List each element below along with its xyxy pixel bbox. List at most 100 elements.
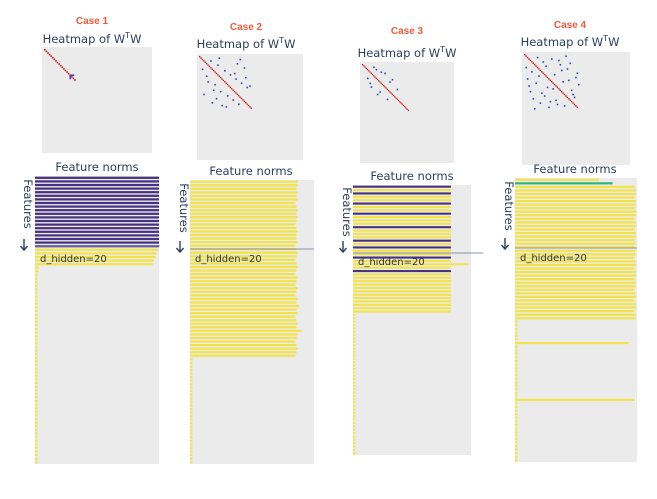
heatmap-diag-cell (212, 69, 215, 72)
feature-norm-bar (35, 313, 38, 316)
heatmap-offdiag-cell (205, 75, 208, 78)
feature-norm-bar (190, 422, 193, 425)
feature-norm-bar (353, 411, 356, 414)
feature-norm-bar (515, 398, 635, 401)
feature-norm-bar (35, 381, 38, 385)
heatmap-offdiag-cell (239, 58, 242, 61)
heatmap-diag-cell (525, 55, 527, 57)
feature-norm-bar (515, 192, 636, 196)
heatmap-offdiag-cell (69, 77, 72, 80)
feature-norms-title: Feature norms (533, 162, 616, 176)
heatmap-panel (522, 52, 630, 165)
feature-norm-bar (190, 461, 193, 464)
feature-norm-bar (353, 330, 356, 333)
heatmap-diag-cell (249, 106, 251, 108)
feature-norm-bar (35, 342, 38, 345)
heatmap-diag-cell (384, 86, 386, 88)
heatmap-diag-cell (74, 79, 76, 81)
heatmap-diag-cell (380, 82, 382, 84)
feature-norm-bar (35, 439, 38, 442)
feature-norm-bar (353, 253, 451, 256)
heatmap-offdiag-cell (232, 99, 235, 101)
feature-norm-bar (35, 281, 38, 284)
feature-norm-bar (353, 189, 451, 192)
heatmap-diag-cell (204, 61, 206, 63)
feature-norm-bar (515, 210, 636, 213)
features-axis-label: Features (21, 179, 35, 228)
heatmap-offdiag-cell (539, 102, 542, 104)
feature-norm-bar (515, 345, 518, 348)
heatmap-offdiag-cell (379, 91, 381, 93)
heatmap-offdiag-cell (69, 76, 72, 78)
heatmap-offdiag-cell (375, 68, 378, 71)
heatmap-offdiag-cell (366, 77, 369, 80)
feature-norm-bar (353, 276, 451, 279)
feature-norm-bar (353, 381, 356, 384)
feature-norm-bar (353, 378, 356, 381)
feature-norm-bar (515, 235, 636, 238)
heatmap-offdiag-cell (246, 86, 249, 89)
heatmap-offdiag-cell (384, 72, 386, 75)
heatmap-diag-cell (370, 72, 372, 74)
heatmap-diag-cell (570, 100, 573, 103)
heatmap-diag-cell (526, 56, 529, 59)
heatmap-offdiag-cell (214, 83, 216, 86)
heatmap-diag-cell (366, 68, 369, 71)
feature-norm-bar (515, 416, 518, 419)
feature-norm-bar (35, 360, 38, 363)
feature-norm-bar (515, 228, 635, 231)
heatmap-diag-cell (231, 88, 233, 90)
feature-norm-bar (35, 284, 38, 287)
heatmap-diag-cell (362, 64, 364, 66)
feature-norm-bar (35, 461, 38, 464)
heatmap-offdiag-cell (380, 71, 383, 74)
case-4-label: Case 4 (554, 20, 587, 31)
feature-norm-bar (515, 199, 636, 203)
heatmap-diag-cell (50, 55, 52, 57)
features-axis-label: Features (502, 181, 516, 230)
heatmap-diag-cell (572, 102, 574, 104)
feature-norm-bar (190, 297, 298, 301)
feature-norm-bar (353, 405, 356, 408)
heatmap-diag-cell (71, 76, 73, 78)
feature-norm-bar (190, 358, 193, 361)
feature-norm-bar (353, 263, 469, 266)
heatmap-title-tail: W (284, 37, 295, 51)
feature-norm-bar (35, 407, 38, 410)
feature-norm-bar (190, 237, 297, 240)
feature-norm-bar (35, 263, 153, 266)
feature-norm-bar (35, 230, 159, 233)
feature-norm-bar (35, 443, 38, 446)
heatmap-title-sup: T (439, 45, 445, 54)
feature-norm-bar (35, 410, 38, 413)
heatmap-diag-cell (201, 58, 204, 61)
feature-norm-bar (515, 384, 518, 387)
feature-norm-bar (353, 303, 451, 306)
feature-norm-bar (515, 363, 518, 366)
heatmap-diag-cell (203, 60, 205, 62)
heatmap-diag-cell (395, 97, 397, 99)
feature-norm-bar (515, 178, 600, 181)
feature-norm-bar (515, 341, 629, 345)
feature-norm-bar (35, 252, 157, 255)
feature-norm-bar (35, 414, 38, 417)
feature-norm-bar (35, 183, 159, 187)
d-hidden-label: d_hidden=20 (195, 254, 262, 265)
feature-norm-bar (190, 258, 296, 261)
feature-norm-bar (190, 414, 193, 418)
feature-norm-bar (190, 212, 297, 215)
heatmap-diag-cell (63, 68, 65, 70)
feature-norm-bar (190, 223, 296, 226)
feature-norm-bar (190, 308, 297, 311)
feature-norm-bar (353, 428, 356, 431)
feature-norm-bar (353, 226, 451, 229)
feature-norm-bar (353, 438, 356, 441)
feature-norm-bar (515, 260, 636, 263)
feature-norm-bar (353, 205, 451, 208)
case-3-group: Case 3 Heatmap of WTW Feature norms d_hidde… (338, 26, 483, 455)
heatmap-offdiag-cell (235, 78, 237, 80)
feature-norm-bar (353, 324, 356, 327)
case-1-label: Case 1 (76, 16, 109, 27)
feature-norm-bar (515, 256, 635, 259)
feature-norm-bar (190, 272, 296, 276)
